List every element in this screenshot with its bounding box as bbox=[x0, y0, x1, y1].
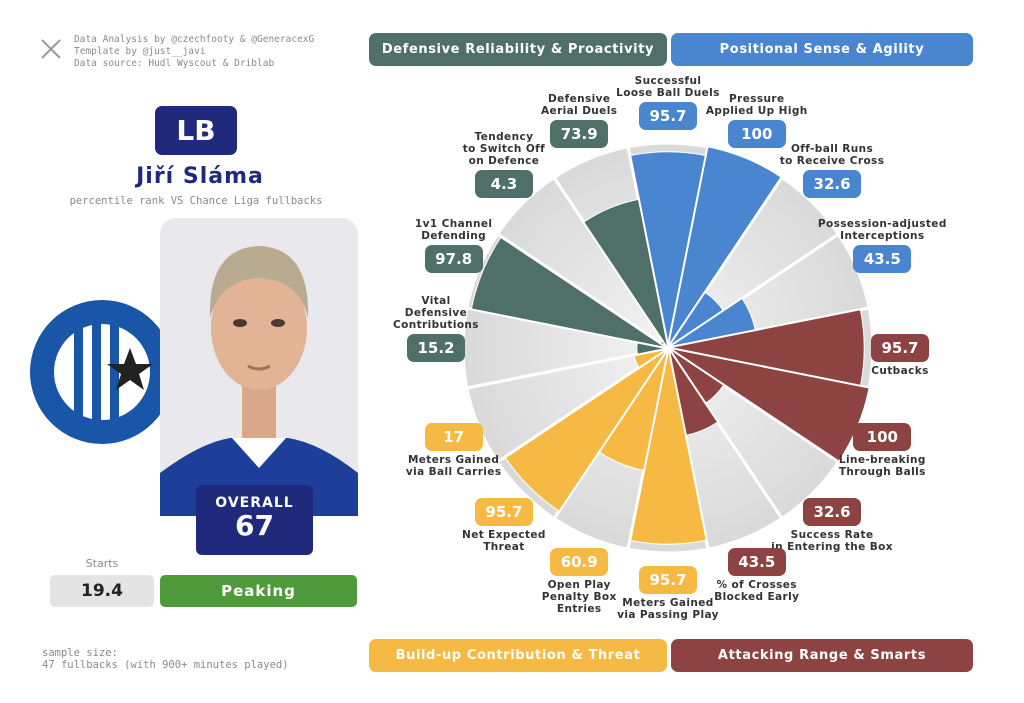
category-label: Meters Gained via Passing Play bbox=[617, 597, 719, 621]
value-label: 95.7 bbox=[639, 102, 697, 130]
category-label: Open Play Penalty Box Entries bbox=[541, 579, 617, 616]
category-label: Cutbacks bbox=[871, 365, 929, 377]
value-label: 100 bbox=[853, 422, 912, 451]
overall-label: OVERALL bbox=[215, 495, 294, 511]
category-label: Off-ball Runs to Receive Cross bbox=[779, 142, 885, 167]
value-label: 32.6 bbox=[803, 169, 862, 198]
position-badge: LB bbox=[155, 106, 237, 155]
subtitle: percentile rank VS Chance Liga fullbacks bbox=[69, 195, 323, 207]
starts-label: Starts bbox=[85, 557, 119, 570]
value-label: 73.9 bbox=[550, 119, 609, 148]
value-label: 97.8 bbox=[424, 245, 483, 274]
category-label: Tendency to Switch Off on Defence bbox=[462, 130, 546, 167]
value-label: 95.7 bbox=[871, 334, 929, 362]
category-label: Pressure Applied Up High bbox=[705, 92, 808, 117]
category-label: 1v1 Channel Defending bbox=[414, 218, 493, 243]
category-label: Defensive Aerial Duels bbox=[541, 92, 618, 117]
category-label: Successful Loose Ball Duels bbox=[616, 75, 720, 99]
overall-box: OVERALL 67 bbox=[196, 485, 313, 555]
value-label: 95.7 bbox=[639, 566, 697, 594]
category-label: Meters Gained via Ball Carries bbox=[405, 453, 502, 478]
group-header: Defensive Reliability & Proactivity bbox=[369, 33, 667, 66]
starts-value: 19.4 bbox=[50, 575, 154, 607]
credit: Data source: Hudl Wyscout & Driblab bbox=[74, 58, 275, 69]
value-label: 43.5 bbox=[727, 548, 786, 577]
status: Peaking bbox=[160, 575, 357, 607]
group-header: Build-up Contribution & Threat bbox=[369, 639, 667, 672]
category-label: Line-breaking Through Balls bbox=[838, 453, 926, 478]
credit: Template by @just__javi bbox=[74, 46, 206, 57]
group-header: Attacking Range & Smarts bbox=[671, 639, 973, 672]
slice bbox=[583, 198, 669, 349]
value-label: 4.3 bbox=[474, 169, 533, 198]
category-label: Vital Defensive Contributions bbox=[393, 295, 479, 331]
player-name: Jiří Sláma bbox=[136, 164, 264, 189]
category-label: Success Rate in Entering the Box bbox=[771, 529, 893, 554]
value-label: 32.6 bbox=[803, 498, 862, 527]
category-label: Possession-adjusted Interceptions bbox=[817, 218, 947, 243]
value-label: 15.2 bbox=[407, 334, 465, 362]
category-label: Net Expected Threat bbox=[462, 529, 546, 554]
overall-value: 67 bbox=[235, 509, 274, 542]
club-crest bbox=[30, 300, 174, 444]
value-label: 60.9 bbox=[550, 548, 609, 577]
credit: Data Analysis by @czechfooty & @Generace… bbox=[74, 34, 315, 45]
value-label: 95.7 bbox=[474, 498, 533, 527]
value-label: 43.5 bbox=[853, 245, 912, 274]
value-label: 17 bbox=[424, 422, 483, 451]
x-logo bbox=[41, 39, 61, 59]
value-label: 100 bbox=[727, 119, 786, 148]
category-label: % of Crosses Blocked Early bbox=[714, 579, 800, 604]
group-header: Positional Sense & Agility bbox=[671, 33, 973, 66]
sample-size: sample size: 47 fullbacks (with 900+ min… bbox=[42, 647, 289, 671]
